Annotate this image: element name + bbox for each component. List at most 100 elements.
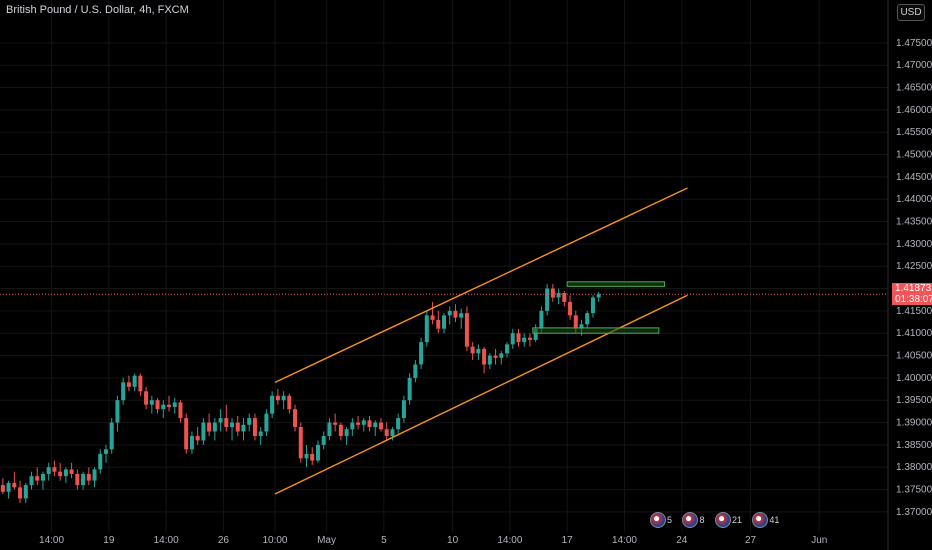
candle-body <box>69 469 74 474</box>
candle-body <box>75 473 80 486</box>
candle-body <box>310 453 315 461</box>
candle-body <box>149 400 154 405</box>
time-tick-label: 10:00 <box>262 535 287 546</box>
candle-body <box>327 422 332 436</box>
time-tick-label: 17 <box>562 535 574 546</box>
candle-body <box>12 482 17 488</box>
candle-body <box>275 395 280 401</box>
candle-body <box>401 400 406 419</box>
candle-body <box>258 431 263 436</box>
price-tick-label: 1.45500 <box>896 127 932 138</box>
candle-body <box>235 422 240 432</box>
candle-body <box>482 348 487 365</box>
event-marker[interactable]: 5 <box>650 511 672 529</box>
candle-body <box>224 418 229 428</box>
economic-events-bar: 5 8 21 41 <box>650 511 785 529</box>
candle-body <box>344 429 349 436</box>
price-tick-label: 1.47500 <box>896 38 932 49</box>
candle-body <box>46 467 51 474</box>
chart-title: British Pound / U.S. Dollar, 4h, FXCM <box>6 4 189 16</box>
event-count: 5 <box>667 514 673 525</box>
event-marker[interactable]: 8 <box>682 511 704 529</box>
candle-body <box>367 420 372 428</box>
event-marker[interactable]: 41 <box>752 511 779 529</box>
candle-body <box>18 487 23 499</box>
price-tick-label: 1.43500 <box>896 217 932 228</box>
price-tick-label: 1.38500 <box>896 440 932 451</box>
price-tick-label: 1.39500 <box>896 395 932 406</box>
candle-body <box>241 424 246 432</box>
candle-body <box>6 482 11 492</box>
candle-body <box>585 313 590 325</box>
candle-body <box>86 473 91 481</box>
candle-body <box>453 310 458 318</box>
event-marker[interactable]: 21 <box>714 511 742 529</box>
candle-body <box>178 402 183 419</box>
candle-body <box>436 319 441 329</box>
candle-body <box>281 395 286 401</box>
candle-body <box>499 353 504 358</box>
time-tick-label: 27 <box>745 535 757 546</box>
price-tick-label: 1.47000 <box>896 60 932 71</box>
candle-body <box>550 288 555 298</box>
event-count: 21 <box>731 514 742 525</box>
time-tick-label: 19 <box>103 535 115 546</box>
time-tick-label: 24 <box>676 535 688 546</box>
candle-body <box>29 476 34 486</box>
candle-body <box>430 315 435 320</box>
candle-body <box>287 395 292 410</box>
price-tick-label: 1.44000 <box>896 194 932 205</box>
candle-body <box>98 453 103 470</box>
candle-body <box>35 476 40 481</box>
zone-rect <box>566 281 666 287</box>
candle-body <box>264 413 269 432</box>
time-tick-label: 14:00 <box>39 535 64 546</box>
candle-body <box>92 469 97 481</box>
time-tick-label: 14:00 <box>154 535 179 546</box>
price-tick-label: 1.40500 <box>896 351 932 362</box>
candle-body <box>115 400 120 423</box>
price-tick-label: 1.43000 <box>896 239 932 250</box>
candle-body <box>384 429 389 436</box>
candle-body <box>144 391 149 405</box>
candle-body <box>447 310 452 316</box>
price-tick-label: 1.41500 <box>896 306 932 317</box>
candle-body <box>218 418 223 423</box>
candle-body <box>493 355 498 358</box>
candle-body <box>81 473 86 486</box>
candle-body <box>562 293 567 302</box>
candle-body <box>109 422 114 450</box>
candle-body <box>304 453 309 459</box>
price-tick-label: 1.42500 <box>896 261 932 272</box>
candle-body <box>533 328 538 340</box>
price-tick-label: 1.37000 <box>896 507 932 518</box>
candle-body <box>52 467 57 472</box>
candle-body <box>103 449 108 454</box>
flag-icon <box>752 511 769 528</box>
candle-body <box>419 342 424 365</box>
candle-body <box>396 418 401 430</box>
last-price-label: 1.41873 <box>892 283 932 295</box>
candle-body <box>522 337 527 343</box>
price-tick-label: 1.41000 <box>896 328 932 339</box>
flag-icon <box>714 511 731 528</box>
candle-body <box>184 418 189 450</box>
candle-body <box>138 375 143 392</box>
time-tick-label: 5 <box>381 535 387 546</box>
candle-body <box>464 313 469 347</box>
time-tick-label: 14:00 <box>497 535 522 546</box>
candle-body <box>573 315 578 329</box>
candle-body <box>270 395 275 414</box>
candle-body <box>424 315 429 343</box>
candle-body <box>121 382 126 401</box>
candle-body <box>23 485 28 499</box>
currency-badge[interactable]: USD <box>897 4 925 21</box>
candle-body <box>568 301 573 316</box>
time-tick-label: 26 <box>218 535 230 546</box>
candle-body <box>487 355 492 365</box>
candle-body <box>545 288 550 311</box>
candle-body <box>315 444 320 461</box>
price-axis[interactable]: 1.37000 1.37500 1.38000 1.38500 1.39000 1.395… <box>896 38 932 518</box>
time-axis[interactable]: 14:00 19 14:00 26 10:00 May 5 10 14:00 17 14:00 24 2… <box>39 535 827 546</box>
